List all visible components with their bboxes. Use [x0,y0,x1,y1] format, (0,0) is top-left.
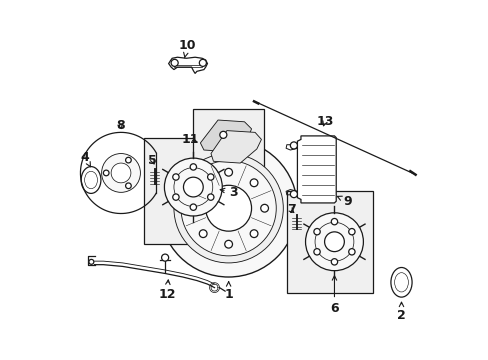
Circle shape [290,190,297,198]
Circle shape [171,59,178,66]
Circle shape [224,168,232,176]
Circle shape [160,139,297,277]
Circle shape [313,229,320,235]
Circle shape [111,163,131,183]
Text: 8: 8 [116,119,124,132]
Circle shape [348,229,354,235]
Polygon shape [210,131,261,163]
Circle shape [181,161,276,256]
Text: 3: 3 [220,186,238,199]
Polygon shape [200,120,251,152]
Polygon shape [168,57,207,73]
Circle shape [102,153,140,192]
Circle shape [260,204,268,212]
Text: 12: 12 [158,280,175,301]
Circle shape [324,232,344,252]
Text: 13: 13 [316,115,333,128]
Circle shape [199,179,206,186]
Circle shape [172,174,179,180]
Circle shape [125,157,131,163]
Circle shape [190,164,196,170]
Circle shape [207,174,213,180]
Text: 10: 10 [178,40,196,58]
Polygon shape [297,136,336,203]
Text: 11: 11 [181,133,198,146]
Circle shape [313,249,320,255]
Circle shape [183,177,203,197]
Text: 9: 9 [337,195,351,208]
Circle shape [199,230,206,238]
Circle shape [224,240,232,248]
Circle shape [190,204,196,210]
Text: 2: 2 [396,302,405,322]
Circle shape [164,158,222,216]
Circle shape [348,249,354,255]
Circle shape [103,170,109,176]
Circle shape [205,185,251,231]
Text: 6: 6 [329,276,338,315]
Circle shape [125,183,131,189]
Circle shape [207,194,213,200]
Circle shape [161,254,168,261]
Text: 5: 5 [148,154,157,167]
Text: 4: 4 [81,150,90,167]
Circle shape [188,204,196,212]
Circle shape [172,194,179,200]
Text: 7: 7 [286,203,295,216]
Bar [143,138,228,243]
Bar [193,109,264,173]
Circle shape [330,259,337,265]
Text: 1: 1 [224,282,232,301]
Circle shape [199,59,206,66]
Circle shape [305,213,363,271]
Circle shape [174,153,283,263]
Circle shape [250,230,258,238]
Circle shape [89,259,94,264]
Circle shape [250,179,258,186]
Circle shape [219,131,226,138]
Circle shape [290,142,297,149]
Circle shape [330,219,337,225]
Bar [286,190,372,293]
